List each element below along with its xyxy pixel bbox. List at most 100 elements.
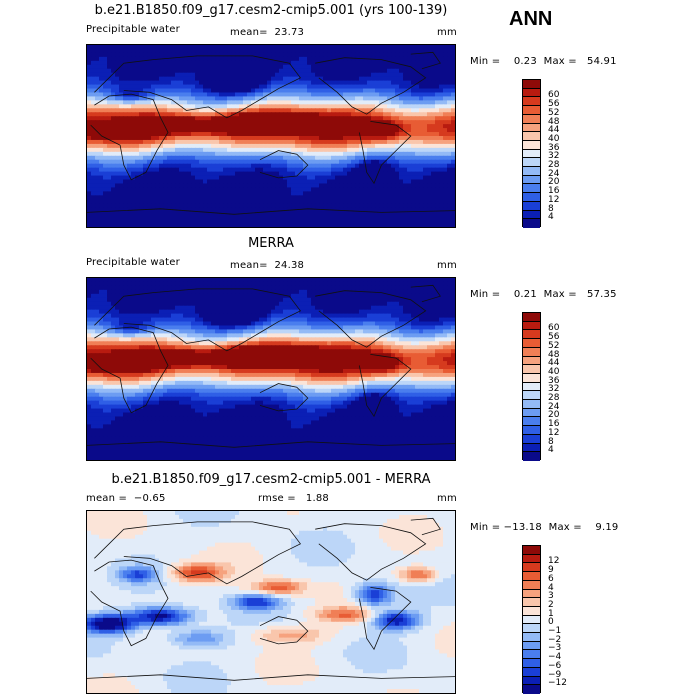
colorbar-tick-label: 56	[548, 99, 560, 110]
colorbar-swatch	[523, 158, 540, 168]
colorbar-tick-label: 3	[548, 591, 554, 602]
colorbar-tick-label: 16	[548, 186, 560, 197]
colorbar-swatch	[523, 140, 540, 150]
colorbar-swatch	[523, 589, 540, 599]
coastline	[94, 521, 302, 585]
colorbar-swatch	[523, 219, 540, 228]
colorbar-swatch	[523, 426, 540, 435]
colorbar-swatch	[523, 382, 540, 392]
colorbar-tick-label: 36	[548, 142, 560, 153]
colorbar-swatch	[523, 615, 540, 625]
colorbar-swatch	[523, 313, 540, 322]
colorbar-swatch	[523, 546, 540, 555]
colorbar-swatch	[523, 452, 540, 461]
colorbar-tick-label: −3	[548, 643, 562, 654]
coastline	[87, 674, 455, 681]
panel-3-map	[86, 510, 456, 694]
colorbar-tick-label: 24	[548, 168, 560, 179]
colorbar-swatch	[523, 365, 540, 374]
colorbar-tick-label: 48	[548, 116, 560, 127]
colorbar-tick-label: 44	[548, 125, 560, 136]
colorbar-swatch	[523, 321, 540, 331]
colorbar-swatch	[523, 624, 540, 634]
coastline	[90, 326, 169, 414]
colorbar-swatch	[523, 114, 540, 124]
panel-2-title: MERRA	[248, 236, 294, 251]
colorbar-swatch	[523, 400, 540, 409]
colorbar-swatch	[523, 659, 540, 668]
panel-2-map	[86, 277, 456, 461]
colorbar-tick-label: 40	[548, 366, 560, 377]
colorbar-swatch	[523, 417, 540, 427]
colorbar-swatch	[523, 193, 540, 202]
colorbar-tick-label: −2	[548, 634, 562, 645]
colorbar-tick-label: 0	[548, 617, 554, 628]
coastline	[358, 121, 412, 185]
colorbar-tick-label: 44	[548, 358, 560, 369]
colorbar-tick-label: 60	[548, 323, 560, 334]
coastline	[315, 57, 427, 115]
colorbar-tick-label: −1	[548, 626, 562, 637]
colorbar-tick-label: 6	[548, 573, 554, 584]
coastline	[358, 587, 412, 651]
panel-3-mean-label: mean = −0.65	[86, 493, 166, 504]
colorbar-tick-label: −12	[548, 678, 567, 689]
colorbar-swatch	[523, 175, 540, 185]
colorbar-tick-label: −6	[548, 660, 562, 671]
colorbar-tick-label: −9	[548, 669, 562, 680]
panel-2-minmax: Min = 0.21 Max = 57.35	[470, 289, 617, 300]
colorbar-swatch	[523, 132, 540, 141]
colorbar-swatch	[523, 106, 540, 115]
panel-2-colorbar	[522, 312, 541, 461]
colorbar-tick-label: 9	[548, 565, 554, 576]
coastline	[259, 383, 309, 412]
colorbar-tick-label: 36	[548, 375, 560, 386]
panel-2-variable-label: Precipitable water	[86, 257, 180, 268]
colorbar-swatch	[523, 580, 540, 590]
colorbar-tick-label: 60	[548, 90, 560, 101]
coastline	[90, 93, 169, 181]
panel-1-title: b.e21.B1850.f09_g17.cesm2-cmip5.001 (yrs…	[94, 3, 448, 18]
colorbar-tick-label: 12	[548, 194, 560, 205]
colorbar-swatch	[523, 676, 540, 686]
colorbar-swatch	[523, 330, 540, 340]
colorbar-swatch	[523, 123, 540, 133]
colorbar-swatch	[523, 685, 540, 694]
colorbar-tick-label: 4	[548, 445, 554, 456]
panel-3-minmax: Min = −13.18 Max = 9.19	[470, 522, 619, 533]
coastline	[410, 517, 441, 536]
panel-3-units-label: mm	[437, 493, 457, 504]
panel-3-rmse-label: rmse = 1.88	[258, 493, 329, 504]
colorbar-swatch	[523, 598, 540, 607]
colorbar-swatch	[523, 443, 540, 453]
colorbar-tick-label: 52	[548, 340, 560, 351]
colorbar-swatch	[523, 563, 540, 573]
colorbar-tick-label: 20	[548, 177, 560, 188]
colorbar-tick-label: 4	[548, 212, 554, 223]
colorbar-tick-label: 32	[548, 151, 560, 162]
panel-1-minmax: Min = 0.23 Max = 54.91	[470, 56, 617, 67]
season-label: ANN	[509, 8, 553, 30]
panel-1-mean-label: mean= 23.73	[230, 27, 305, 38]
colorbar-swatch	[523, 97, 540, 107]
colorbar-tick-label: 2	[548, 599, 554, 610]
colorbar-swatch	[523, 667, 540, 677]
colorbar-tick-label: 40	[548, 133, 560, 144]
panel-1-colorbar	[522, 79, 541, 228]
colorbar-swatch	[523, 633, 540, 642]
coastline	[94, 288, 302, 352]
colorbar-tick-label: 56	[548, 332, 560, 343]
panel-1-map	[86, 44, 456, 228]
colorbar-swatch	[523, 391, 540, 401]
colorbar-swatch	[523, 167, 540, 176]
colorbar-tick-label: 24	[548, 401, 560, 412]
colorbar-swatch	[523, 339, 540, 348]
colorbar-tick-label: 32	[548, 384, 560, 395]
colorbar-swatch	[523, 80, 540, 89]
coastline	[259, 616, 309, 645]
colorbar-swatch	[523, 408, 540, 418]
colorbar-tick-label: 16	[548, 419, 560, 430]
coastline	[259, 150, 309, 179]
panel-3-title: b.e21.B1850.f09_g17.cesm2-cmip5.001 - ME…	[111, 472, 431, 487]
panel-3-colorbar	[522, 545, 541, 694]
